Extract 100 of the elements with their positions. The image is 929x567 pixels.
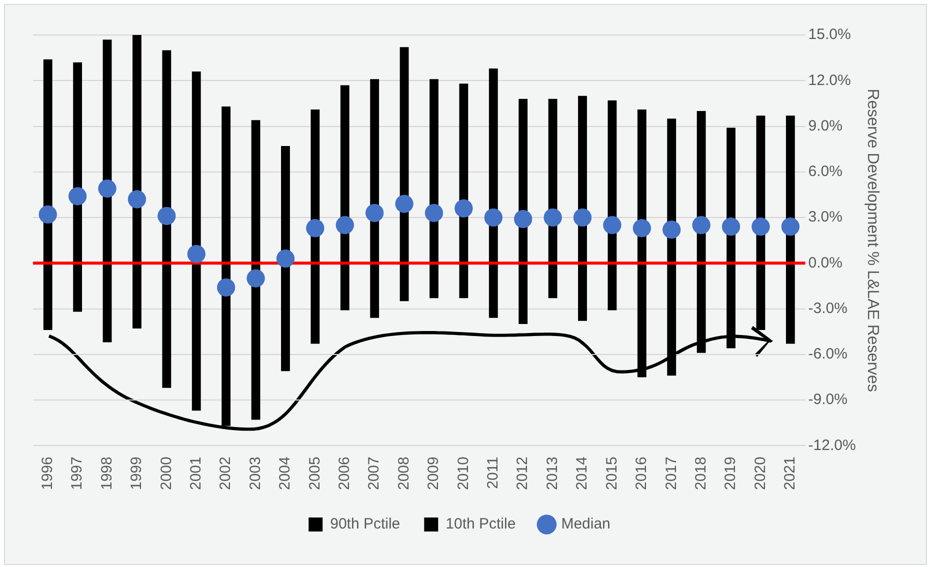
point [752, 218, 770, 236]
x-tick-label: 2020 [752, 456, 769, 490]
bar [756, 264, 766, 330]
bar [488, 68, 498, 263]
x-tick-label: 2012 [514, 456, 532, 490]
y-tick-label: 0.0% [808, 254, 842, 272]
x-tick-label: 2013 [544, 456, 561, 490]
bar [310, 264, 320, 344]
bar [667, 264, 676, 376]
x-tick-label: 2016 [633, 456, 650, 490]
point [68, 187, 87, 206]
x-tick-label: 2017 [662, 456, 680, 490]
bar [726, 264, 736, 348]
point [336, 216, 354, 234]
y-tick-label: -3.0% [808, 300, 848, 317]
x-tick-label: 1996 [38, 456, 56, 490]
x-tick-label: 1997 [68, 456, 86, 490]
bar [370, 79, 380, 263]
bar [162, 264, 172, 388]
point [603, 216, 622, 234]
bar [251, 120, 260, 263]
legend-label: 90th Pctile [330, 516, 400, 533]
bar [340, 85, 350, 263]
y-tick-label: 3.0% [808, 208, 842, 226]
point [781, 218, 800, 236]
point [38, 205, 57, 224]
bar [608, 100, 617, 263]
bar [340, 264, 350, 310]
point [98, 180, 116, 198]
point [692, 216, 710, 234]
x-tick-label: 2002 [217, 456, 234, 490]
x-tick-label: 2019 [722, 456, 740, 490]
point [484, 208, 502, 227]
bar [102, 264, 112, 342]
x-tick-label: 2014 [574, 456, 591, 490]
bar [222, 106, 231, 263]
point [366, 204, 384, 222]
x-tick-label: 2008 [395, 456, 412, 490]
bar [548, 264, 558, 298]
x-tick-label: 2021 [782, 456, 799, 490]
y-axis-title: Reserve Development % L&LAE Reserves [864, 88, 881, 392]
bar [430, 264, 438, 298]
point [128, 190, 146, 208]
bar [370, 264, 380, 318]
bar [400, 264, 409, 302]
x-tick-label: 2000 [158, 456, 175, 490]
point [395, 194, 414, 213]
point [246, 269, 265, 288]
bar [73, 264, 82, 312]
x-tick-label: 2007 [366, 456, 383, 490]
point [544, 208, 562, 227]
bar [578, 264, 587, 321]
point [158, 206, 176, 225]
y-tick-label: -12.0% [808, 436, 856, 454]
bar [430, 79, 438, 263]
y-tick-label: 15.0% [808, 26, 851, 44]
x-tick-label: 2010 [454, 456, 472, 490]
bar [43, 59, 52, 263]
point [306, 219, 324, 238]
x-tick-label: 1999 [128, 456, 146, 490]
bar [786, 264, 795, 344]
x-tick-label: 2006 [336, 456, 354, 490]
point [574, 208, 592, 227]
bar [488, 264, 498, 318]
bar [192, 264, 201, 411]
x-tick-label: 2009 [425, 456, 442, 490]
bar [132, 35, 142, 263]
point [217, 278, 236, 296]
bar [637, 264, 646, 378]
point [454, 199, 473, 218]
bar [608, 264, 617, 310]
x-tick-label: 1998 [98, 456, 116, 490]
point [632, 219, 651, 238]
bar [518, 264, 528, 324]
x-tick-label: 2005 [306, 456, 324, 490]
point [662, 220, 681, 239]
y-tick-label: 6.0% [808, 163, 842, 180]
x-tick-label: 2001 [188, 456, 205, 490]
x-tick-label: 2004 [276, 456, 294, 490]
x-tick-label: 2003 [246, 456, 264, 490]
y-tick-label: -6.0% [808, 346, 848, 363]
bar [578, 96, 587, 263]
y-tick-label: -9.0% [808, 391, 848, 408]
x-tick-label: 2018 [692, 456, 710, 490]
point [722, 218, 740, 236]
y-tick-label: 9.0% [808, 117, 842, 134]
bar [222, 264, 231, 426]
y-tick-label: 12.0% [808, 72, 851, 89]
bar [548, 98, 558, 263]
legend-label: 10th Pctile [446, 516, 516, 533]
bar [696, 264, 706, 353]
bar [43, 264, 52, 330]
bar [459, 264, 468, 298]
bar [132, 264, 142, 329]
x-tick-label: 2015 [603, 456, 620, 490]
point [514, 210, 532, 228]
point [276, 250, 294, 268]
point [424, 204, 443, 222]
x-tick-label: 2011 [484, 456, 502, 489]
point [187, 245, 206, 264]
